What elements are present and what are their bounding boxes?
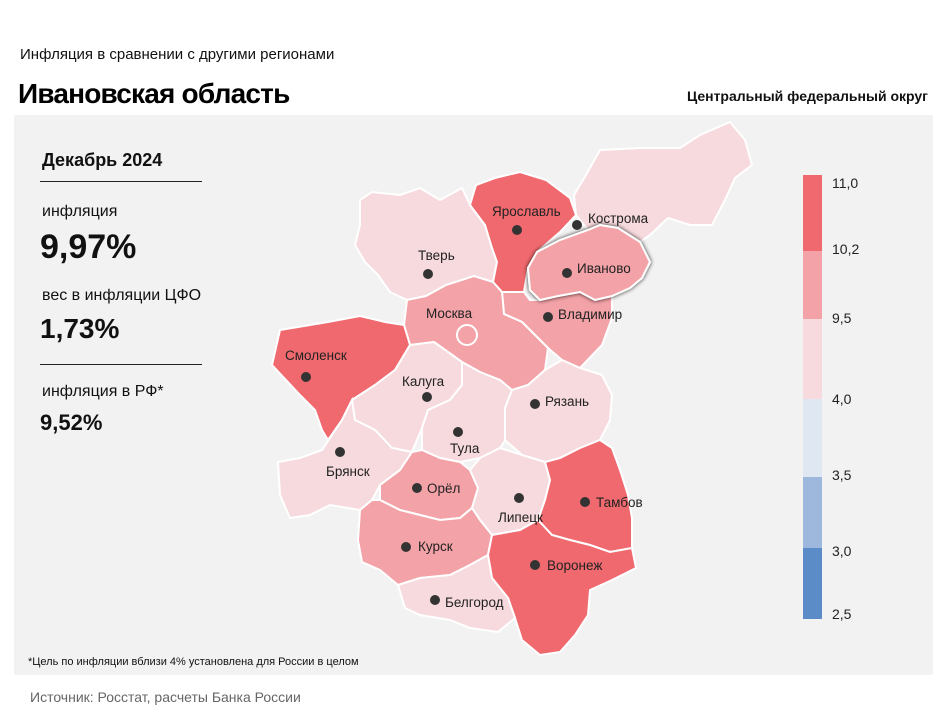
- vladimir-label: Владимир: [558, 307, 622, 322]
- kursk-marker[interactable]: [401, 542, 411, 552]
- orel-label: Орёл: [427, 481, 460, 496]
- voronezh-marker[interactable]: [530, 560, 540, 570]
- lipetsk-label: Липецк: [498, 510, 543, 525]
- yaroslavl-label: Ярославль: [492, 204, 561, 219]
- inflation-label: инфляция: [42, 203, 118, 220]
- legend-value-3: 4,0: [832, 391, 852, 407]
- chart-subtitle: Инфляция в сравнении с другими регионами: [20, 46, 335, 63]
- tula-marker[interactable]: [453, 427, 463, 437]
- moscow-label: Москва: [426, 306, 473, 321]
- voronezh-label: Воронеж: [547, 558, 602, 573]
- tver-marker[interactable]: [423, 269, 433, 279]
- legend-bin-4: [803, 477, 822, 548]
- legend-value-6: 2,5: [832, 606, 852, 622]
- tver-label: Тверь: [418, 248, 455, 263]
- weight-label: вес в инфляции ЦФО: [42, 287, 202, 304]
- legend-value-4: 3,5: [832, 467, 852, 483]
- belgorod-marker[interactable]: [430, 595, 440, 605]
- city-markers: [301, 220, 590, 605]
- ryazan-marker[interactable]: [530, 399, 540, 409]
- legend-value-5: 3,0: [832, 543, 852, 559]
- legend-value-1: 10,2: [832, 241, 860, 257]
- region-title: Ивановская область: [18, 78, 290, 109]
- orel-marker[interactable]: [412, 483, 422, 493]
- legend-bin-3: [803, 399, 822, 477]
- legend-bin-1: [803, 251, 822, 319]
- legend-bin-0: [803, 175, 822, 251]
- footnote: *Цель по инфляции вблизи 4% установлена …: [28, 656, 359, 668]
- legend-bin-5: [803, 548, 822, 619]
- ryazan-label: Рязань: [545, 394, 589, 409]
- bryansk-label: Брянск: [326, 464, 370, 479]
- kaluga-label: Калуга: [402, 374, 445, 389]
- tambov-label: Тамбов: [596, 495, 643, 510]
- lipetsk-marker[interactable]: [514, 493, 524, 503]
- kursk-label: Курск: [418, 539, 453, 554]
- rf-inflation-value: 9,52%: [40, 410, 103, 435]
- smolensk-marker[interactable]: [301, 372, 311, 382]
- yaroslavl-marker[interactable]: [512, 225, 522, 235]
- inflation-value: 9,97%: [40, 228, 137, 266]
- divider-top: [40, 181, 202, 182]
- legend-value-2: 9,5: [832, 310, 852, 326]
- legend-value-0: 11,0: [832, 175, 859, 191]
- belgorod-label: Белгород: [445, 595, 504, 610]
- smolensk-label: Смоленск: [285, 348, 347, 363]
- weight-value: 1,73%: [40, 313, 120, 344]
- region-belgorod[interactable]: [396, 553, 517, 634]
- ivanovo-label: Иваново: [577, 261, 631, 276]
- period-label: Декабрь 2024: [42, 150, 163, 170]
- tambov-marker[interactable]: [580, 497, 590, 507]
- moscow-city-ring: [456, 324, 478, 346]
- vladimir-marker[interactable]: [543, 312, 553, 322]
- divider-bottom: [40, 364, 202, 365]
- source-note: Источник: Росстат, расчеты Банка России: [30, 689, 301, 705]
- tula-label: Тула: [450, 441, 480, 456]
- bryansk-marker[interactable]: [335, 447, 345, 457]
- kaluga-marker[interactable]: [422, 392, 432, 402]
- district-label: Центральный федеральный округ: [686, 88, 928, 104]
- kostroma-label: Кострома: [588, 211, 649, 226]
- rf-inflation-label: инфляция в РФ*: [42, 383, 164, 400]
- region-ivanovo[interactable]: [526, 223, 652, 302]
- region-tula[interactable]: [421, 360, 514, 464]
- ivanovo-marker[interactable]: [562, 268, 572, 278]
- legend-bin-2: [803, 319, 822, 399]
- kostroma-marker[interactable]: [572, 220, 582, 230]
- region-ryazan[interactable]: [504, 358, 614, 464]
